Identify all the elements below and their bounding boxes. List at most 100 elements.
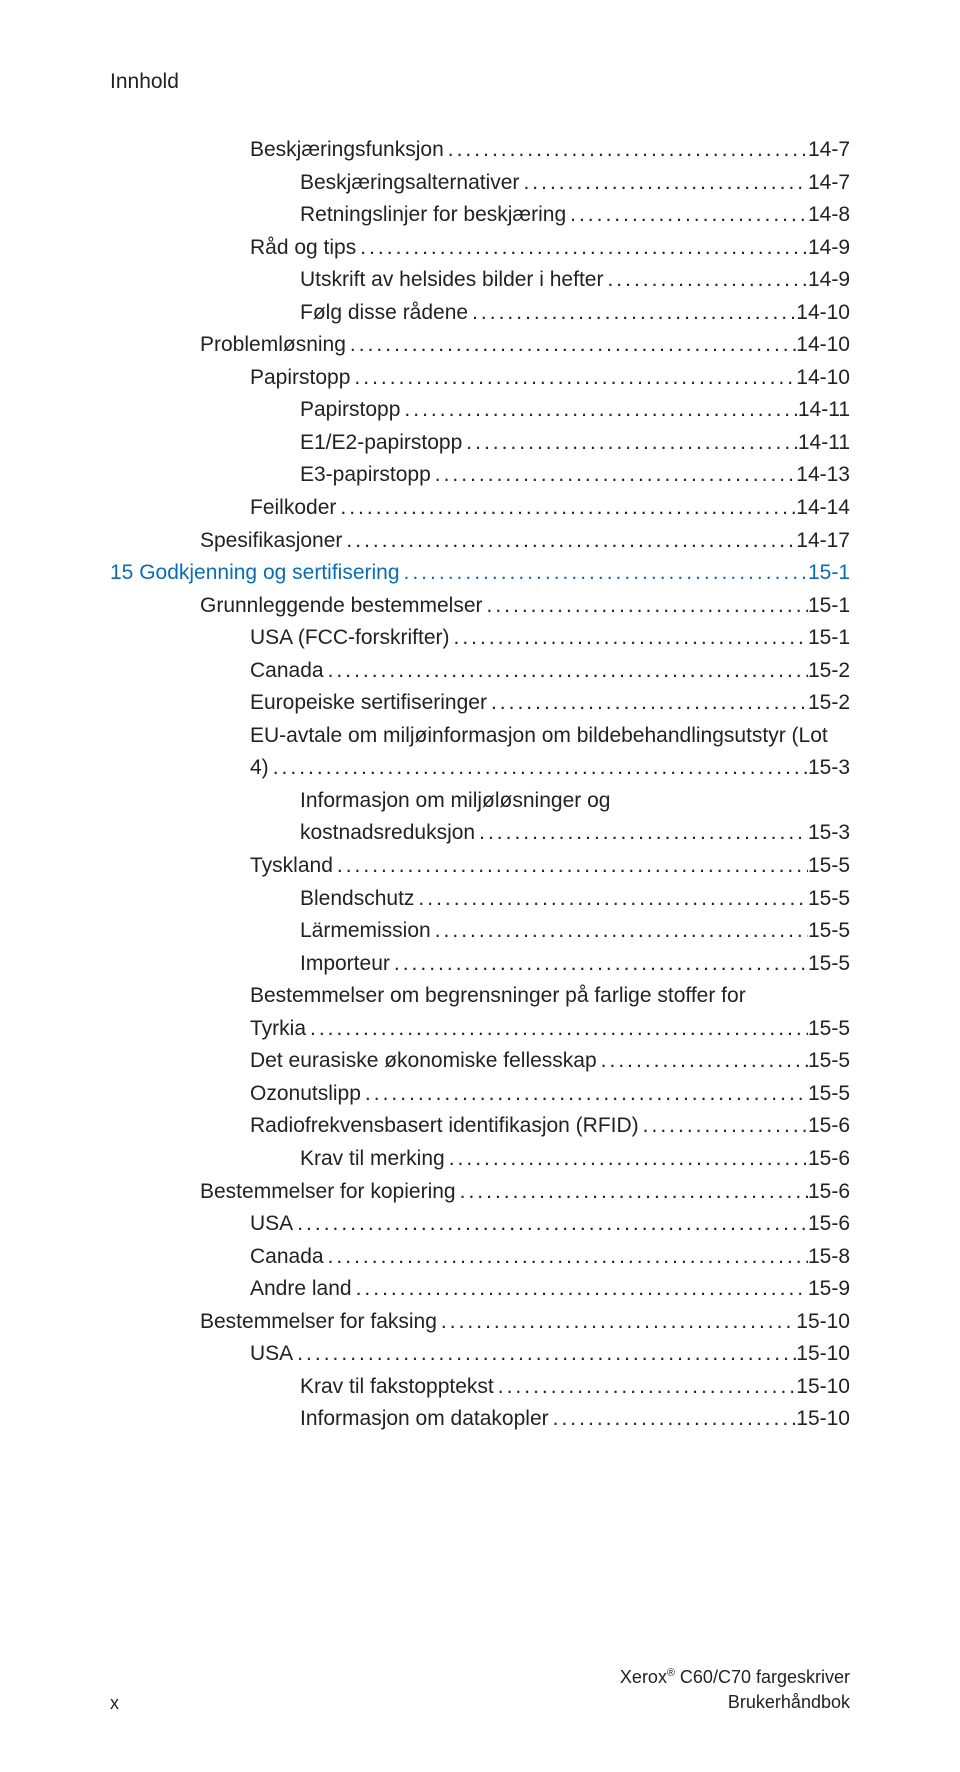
- toc-entry-continuation: 4)......................................…: [110, 752, 850, 785]
- toc-label: Feilkoder: [250, 492, 336, 525]
- table-of-contents: Beskjæringsfunksjon.....................…: [110, 134, 850, 1436]
- toc-leader: ........................................…: [549, 1403, 797, 1436]
- toc-label: Krav til fakstopptekst: [300, 1371, 494, 1404]
- toc-page: 15-2: [808, 687, 850, 720]
- toc-page: 15-1: [808, 557, 850, 590]
- toc-leader: ........................................…: [352, 1273, 808, 1306]
- toc-page: 15-6: [808, 1143, 850, 1176]
- toc-entry: Spesifikasjoner.........................…: [110, 525, 850, 558]
- toc-entry: Råd og tips.............................…: [110, 232, 850, 265]
- toc-leader: ........................................…: [603, 264, 808, 297]
- toc-label: Canada: [250, 1241, 324, 1274]
- toc-page: 15-6: [808, 1176, 850, 1209]
- toc-page: 15-5: [808, 1013, 850, 1046]
- toc-leader: ........................................…: [597, 1045, 808, 1078]
- toc-leader: ........................................…: [475, 817, 808, 850]
- toc-label: E3-papirstopp: [300, 459, 431, 492]
- toc-leader: ........................................…: [456, 1176, 808, 1209]
- toc-page: 15-5: [808, 850, 850, 883]
- toc-entry: Lärmemission............................…: [110, 915, 850, 948]
- toc-label: Grunnleggende bestemmelser: [200, 590, 483, 623]
- toc-page: 14-14: [796, 492, 850, 525]
- toc-page: 15-6: [808, 1110, 850, 1143]
- toc-entry: Andre land..............................…: [110, 1273, 850, 1306]
- toc-label: Utskrift av helsides bilder i hefter: [300, 264, 603, 297]
- toc-label: Radiofrekvensbasert identifikasjon (RFID…: [250, 1110, 639, 1143]
- toc-entry: Importeur...............................…: [110, 948, 850, 981]
- toc-leader: ........................................…: [445, 1143, 808, 1176]
- toc-page: 14-8: [808, 199, 850, 232]
- toc-entry: USA.....................................…: [110, 1208, 850, 1241]
- toc-label: Canada: [250, 655, 324, 688]
- toc-label: Bestemmelser for kopiering: [200, 1176, 456, 1209]
- toc-leader: ........................................…: [566, 199, 808, 232]
- toc-leader: ........................................…: [390, 948, 808, 981]
- toc-entry: Ozonutslipp.............................…: [110, 1078, 850, 1111]
- toc-entry: Canada..................................…: [110, 655, 850, 688]
- toc-entry: Det eurasiske økonomiske fellesskap.....…: [110, 1045, 850, 1078]
- toc-page: 15-3: [808, 752, 850, 785]
- toc-leader: ........................................…: [336, 492, 796, 525]
- toc-label: Informasjon om miljøløsninger og: [300, 785, 610, 818]
- toc-label: Beskjæringsalternativer: [300, 167, 519, 200]
- toc-label: USA (FCC-forskrifter): [250, 622, 450, 655]
- toc-page: 15-10: [796, 1338, 850, 1371]
- toc-page: 15-1: [808, 622, 850, 655]
- page: Innhold Beskjæringsfunksjon.............…: [0, 0, 960, 1772]
- toc-leader: ........................................…: [431, 915, 808, 948]
- footer-line1-post: C60/C70 fargeskriver: [675, 1667, 850, 1687]
- toc-leader: ........................................…: [356, 232, 808, 265]
- toc-page: 15-2: [808, 655, 850, 688]
- toc-leader: ........................................…: [431, 459, 797, 492]
- toc-label: Informasjon om datakopler: [300, 1403, 549, 1436]
- toc-label: Retningslinjer for beskjæring: [300, 199, 566, 232]
- toc-page: 14-9: [808, 232, 850, 265]
- toc-page: 15-8: [808, 1241, 850, 1274]
- toc-label: Beskjæringsfunksjon: [250, 134, 444, 167]
- toc-page: 14-9: [808, 264, 850, 297]
- toc-leader: ........................................…: [361, 1078, 808, 1111]
- toc-page: 14-11: [798, 394, 850, 427]
- toc-entry: Beskjæringsalternativer.................…: [110, 167, 850, 200]
- toc-page: 15-10: [796, 1306, 850, 1339]
- toc-label: Tyskland: [250, 850, 333, 883]
- toc-leader: ........................................…: [269, 752, 808, 785]
- toc-label: Andre land: [250, 1273, 352, 1306]
- toc-page: 14-11: [798, 427, 850, 460]
- toc-entry: Beskjæringsfunksjon.....................…: [110, 134, 850, 167]
- toc-entry: Papirstopp..............................…: [110, 394, 850, 427]
- toc-leader: ........................................…: [293, 1208, 808, 1241]
- toc-entry: Bestemmelser om begrensninger på farlige…: [110, 980, 850, 1013]
- toc-label: USA: [250, 1208, 293, 1241]
- toc-entry: Utskrift av helsides bilder i hefter....…: [110, 264, 850, 297]
- toc-leader: ........................................…: [350, 362, 796, 395]
- toc-page: 14-17: [796, 525, 850, 558]
- toc-page: 14-10: [796, 329, 850, 362]
- toc-page: 15-3: [808, 817, 850, 850]
- toc-leader: ........................................…: [494, 1371, 797, 1404]
- registered-icon: ®: [667, 1667, 675, 1679]
- toc-entry: Informasjon om datakopler...............…: [110, 1403, 850, 1436]
- toc-entry: Europeiske sertifiseringer..............…: [110, 687, 850, 720]
- toc-leader: ........................................…: [324, 655, 808, 688]
- toc-leader: ........................................…: [400, 557, 808, 590]
- toc-label: Lärmemission: [300, 915, 431, 948]
- toc-entry: Tyskland................................…: [110, 850, 850, 883]
- toc-label: Europeiske sertifiseringer: [250, 687, 487, 720]
- footer-line1-pre: Xerox: [620, 1667, 667, 1687]
- page-footer: x Xerox® C60/C70 fargeskriver Brukerhånd…: [110, 1665, 850, 1714]
- toc-label: Importeur: [300, 948, 390, 981]
- toc-page: 15-5: [808, 883, 850, 916]
- toc-label: Blendschutz: [300, 883, 414, 916]
- toc-leader: ........................................…: [293, 1338, 796, 1371]
- toc-label: Råd og tips: [250, 232, 356, 265]
- toc-label: Problemløsning: [200, 329, 346, 362]
- toc-leader: ........................................…: [483, 590, 808, 623]
- toc-label: Bestemmelser for faksing: [200, 1306, 437, 1339]
- toc-page: 15-10: [796, 1403, 850, 1436]
- toc-label: Følg disse rådene: [300, 297, 468, 330]
- toc-page: 15-5: [808, 915, 850, 948]
- toc-page: 14-10: [796, 362, 850, 395]
- page-number: x: [110, 1693, 119, 1714]
- toc-page: 15-5: [808, 948, 850, 981]
